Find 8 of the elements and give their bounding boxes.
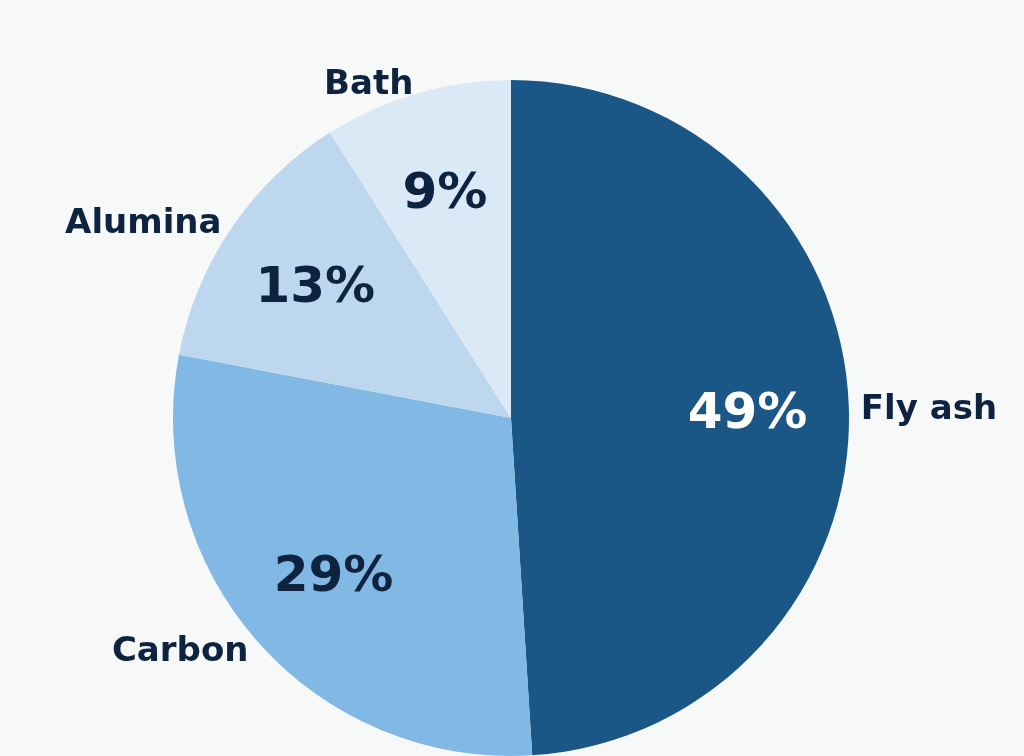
data-label: 9% <box>402 161 488 220</box>
slice-label: Bath <box>324 61 414 102</box>
data-label: 13% <box>255 256 376 315</box>
data-label: 49% <box>687 381 808 440</box>
slice-label: Alumina <box>65 201 222 242</box>
slice-label: Carbon <box>111 629 249 670</box>
slice-label: Fly ash <box>860 387 998 428</box>
data-label: 29% <box>273 545 394 604</box>
